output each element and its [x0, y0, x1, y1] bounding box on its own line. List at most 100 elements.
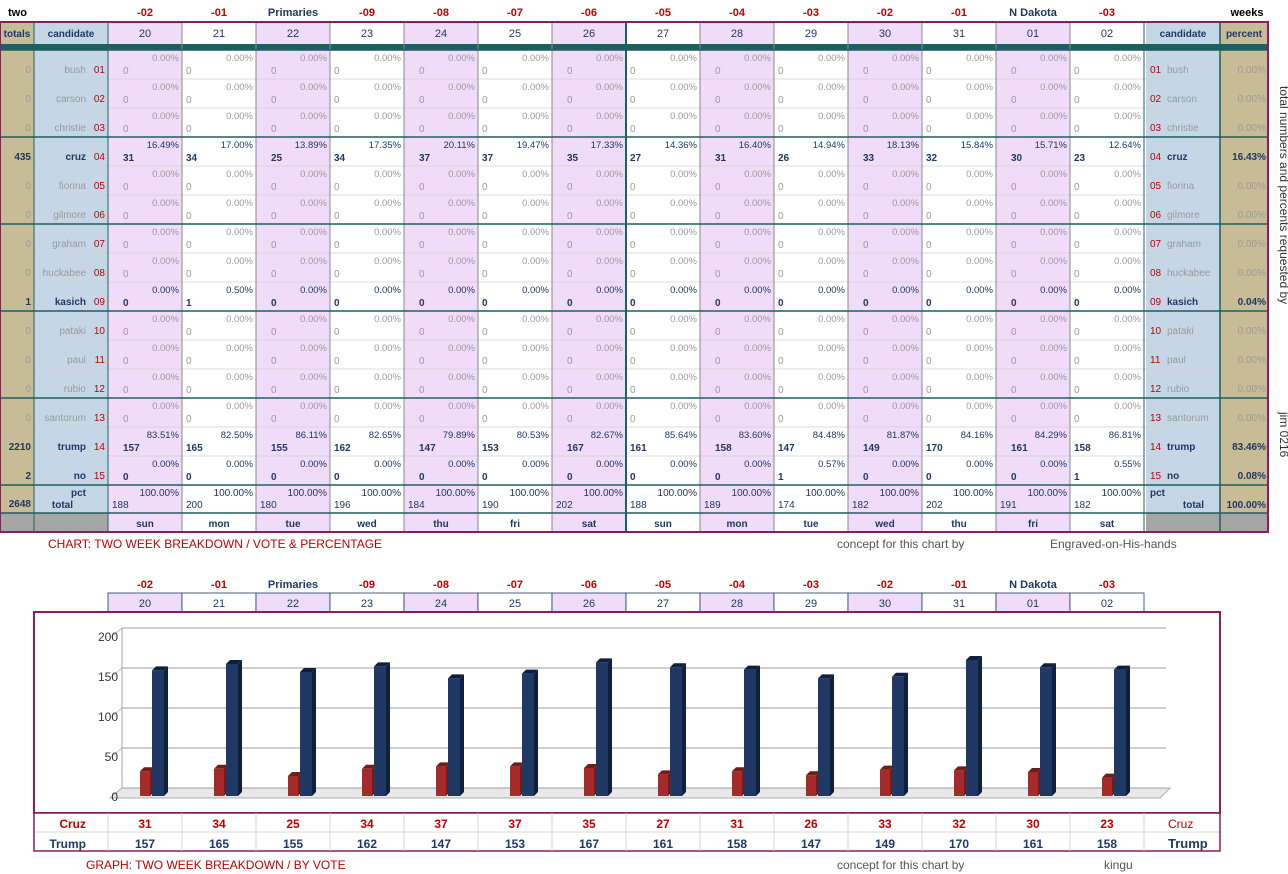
- candidate-percent: 0.00%: [1238, 268, 1266, 279]
- bar-top: [362, 764, 376, 769]
- table-border: [0, 21, 1269, 533]
- candidate-total: 2: [25, 471, 31, 482]
- trump-value-label: 147: [801, 837, 821, 851]
- graph-top-label: -01: [211, 579, 227, 591]
- vote-bar-chart: -02 -01 Primaries -09 -08 -07 -06 -05 -04 -03 -02 -…: [33, 579, 1221, 872]
- cell-value: 0: [186, 327, 192, 338]
- cell-value: 0: [482, 66, 488, 77]
- bar-top: [744, 665, 760, 670]
- cell-percent: 0.00%: [596, 285, 623, 296]
- cell-percent: 14.94%: [813, 140, 846, 151]
- cell-value: 0: [186, 66, 192, 77]
- candidate-name-right: kasich: [1167, 297, 1198, 308]
- bar-front: [966, 660, 978, 796]
- cell-value: 0: [1011, 240, 1017, 251]
- bar-front: [806, 775, 816, 796]
- cell-value: 0: [567, 327, 573, 338]
- cell-value: 0: [567, 124, 573, 135]
- cell-percent: 18.13%: [887, 140, 920, 151]
- cell-value: 0: [926, 298, 932, 309]
- trump-bar: [596, 658, 612, 796]
- bar-side: [460, 674, 464, 796]
- cell-value: 0: [334, 356, 340, 367]
- cell-value: 0: [271, 414, 277, 425]
- trump-value-label: 147: [431, 837, 451, 851]
- bar-top: [1102, 773, 1116, 778]
- cell-value: 0: [123, 385, 129, 396]
- cell-percent: 0.00%: [374, 285, 401, 296]
- weekday-left-fill: [0, 513, 108, 532]
- day-header: 28: [731, 28, 743, 40]
- weekday-label: tue: [804, 519, 819, 530]
- cell-value: 0: [334, 414, 340, 425]
- graph-date-label: 28: [731, 598, 743, 610]
- cruz-value-label: 32: [952, 817, 966, 831]
- cell-value: 170: [926, 443, 943, 454]
- cell-percent: 0.00%: [226, 459, 253, 470]
- cell-percent: 0.00%: [892, 169, 919, 180]
- bar-top: [596, 658, 612, 663]
- cell-percent: 0.00%: [300, 198, 327, 209]
- cell-percent: 0.00%: [744, 198, 771, 209]
- cell-percent: 0.00%: [152, 256, 179, 267]
- cell-value: 33: [863, 153, 875, 164]
- cell-value: 0: [863, 414, 869, 425]
- bar-top: [1028, 768, 1042, 772]
- candidate-number: 03: [94, 123, 106, 134]
- cell-value: 0: [715, 211, 721, 222]
- top-label: N Dakota: [1009, 7, 1058, 19]
- cell-percent: 0.00%: [744, 459, 771, 470]
- cruz-bar: [880, 765, 894, 796]
- candidate-total: 0: [25, 239, 31, 250]
- candidate-name: trump: [58, 442, 86, 453]
- cell-value: 0: [1074, 356, 1080, 367]
- bar-side: [904, 672, 908, 796]
- cell-percent: 0.00%: [596, 53, 623, 64]
- cell-value: 0: [715, 414, 721, 425]
- cell-value: 0: [482, 414, 488, 425]
- trump-bar: [1040, 663, 1056, 796]
- cell-percent: 0.00%: [300, 111, 327, 122]
- cell-value: 0: [123, 66, 129, 77]
- cell-value: 0: [123, 327, 129, 338]
- bar-front: [818, 678, 830, 796]
- cruz-bar: [510, 762, 524, 796]
- cell-value: 0: [926, 414, 932, 425]
- cell-percent: 0.00%: [226, 372, 253, 383]
- cell-value: 30: [1011, 153, 1023, 164]
- cell-percent: 0.00%: [818, 256, 845, 267]
- top-label: -08: [433, 7, 449, 19]
- cell-value: 0: [1011, 66, 1017, 77]
- cell-percent: 0.00%: [522, 372, 549, 383]
- y-tick-label: 150: [98, 670, 118, 684]
- candidate-number-right: 03: [1150, 123, 1162, 134]
- cell-value: 0: [482, 95, 488, 106]
- cell-percent: 0.00%: [226, 401, 253, 412]
- bar-top: [152, 666, 168, 671]
- cell-value: 158: [715, 443, 732, 454]
- cell-percent: 0.00%: [226, 82, 253, 93]
- trump-bar: [966, 656, 982, 796]
- cell-percent: 0.00%: [1114, 372, 1141, 383]
- day-header: 29: [805, 28, 817, 40]
- cell-value: 0: [419, 240, 425, 251]
- cell-value: 32: [926, 153, 938, 164]
- bar-front: [152, 670, 164, 796]
- y-tick-label: 100: [98, 710, 118, 724]
- cell-value: 0: [1074, 66, 1080, 77]
- cell-value: 0: [1011, 298, 1017, 309]
- cell-value: 0: [1074, 211, 1080, 222]
- bar-side: [1052, 663, 1056, 796]
- bar-front: [954, 770, 964, 796]
- cell-value: 0: [123, 124, 129, 135]
- total-cell-value: 184: [408, 500, 425, 511]
- candidate-percent: 0.00%: [1238, 384, 1266, 395]
- cell-percent: 0.00%: [300, 459, 327, 470]
- candidate-name-right: fiorina: [1167, 181, 1195, 192]
- candidate-total: 0: [25, 181, 31, 192]
- bar-top: [1114, 665, 1130, 670]
- cell-percent: 15.71%: [1035, 140, 1068, 151]
- bar-top: [658, 770, 672, 775]
- bar-front: [1028, 772, 1038, 796]
- candidate-percent: 0.08%: [1238, 471, 1266, 482]
